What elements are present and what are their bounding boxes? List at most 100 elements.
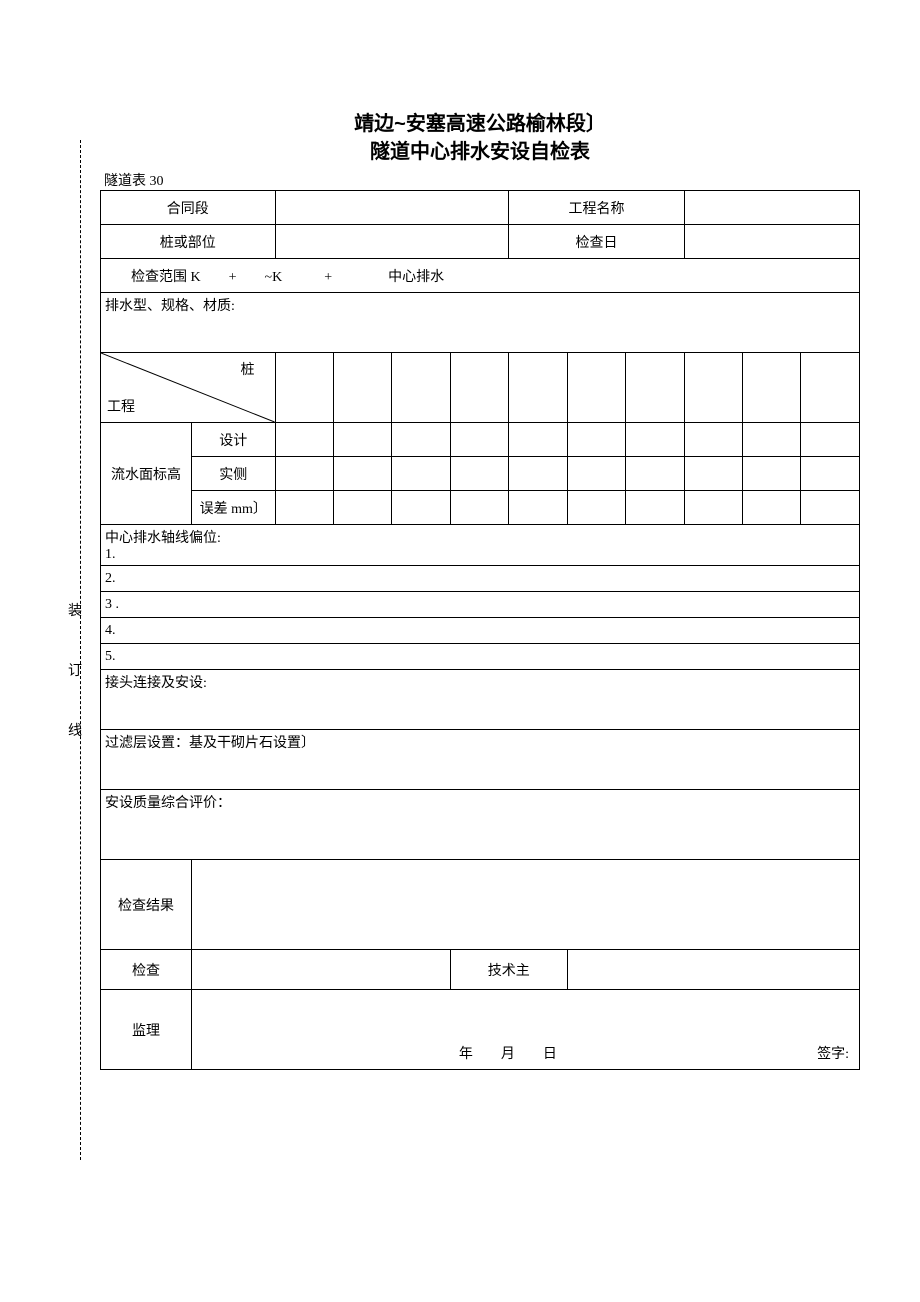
col-1[interactable]	[275, 353, 333, 423]
design-1[interactable]	[275, 423, 333, 457]
error-9[interactable]	[743, 491, 801, 525]
range-label: 检查范围 K + ~K + 中心排水	[101, 259, 860, 293]
axis-row-5: 5.	[101, 644, 860, 670]
axis-row-4: 4.	[101, 618, 860, 644]
date-label: 年 月 日	[459, 1043, 557, 1063]
supervisor-row: 监理 签字: 年 月 日	[101, 990, 860, 1070]
tech-label: 技术主	[450, 950, 567, 990]
diag-top-label: 桩	[241, 359, 255, 379]
page-content: 靖边~安塞高速公路榆林段〕 隧道中心排水安设自检表 隧道表 30 合同段 工程名…	[100, 110, 860, 1070]
range-row: 检查范围 K + ~K + 中心排水	[101, 259, 860, 293]
project-value[interactable]	[684, 191, 859, 225]
design-5[interactable]	[509, 423, 567, 457]
measured-1[interactable]	[275, 457, 333, 491]
error-7[interactable]	[626, 491, 684, 525]
diagonal-header: 桩 工程	[101, 353, 276, 423]
measured-4[interactable]	[450, 457, 508, 491]
num-3[interactable]: 3 .	[101, 592, 860, 618]
error-6[interactable]	[567, 491, 625, 525]
design-7[interactable]	[626, 423, 684, 457]
design-8[interactable]	[684, 423, 742, 457]
col-6[interactable]	[567, 353, 625, 423]
quality-label[interactable]: 安设质量综合评价：	[101, 790, 860, 860]
measured-6[interactable]	[567, 457, 625, 491]
design-6[interactable]	[567, 423, 625, 457]
filter-label[interactable]: 过滤层设置：基及干砌片石设置〕	[101, 730, 860, 790]
design-4[interactable]	[450, 423, 508, 457]
supervisor-label: 监理	[101, 990, 192, 1070]
contract-label: 合同段	[101, 191, 276, 225]
pile-label: 桩或部位	[101, 225, 276, 259]
drain-spec-row: 排水型、规格、材质:	[101, 293, 860, 353]
quality-row: 安设质量综合评价：	[101, 790, 860, 860]
col-5[interactable]	[509, 353, 567, 423]
axis-row-3: 3 .	[101, 592, 860, 618]
project-label: 工程名称	[509, 191, 684, 225]
measured-5[interactable]	[509, 457, 567, 491]
result-label: 检查结果	[101, 860, 192, 950]
title-line-1: 靖边~安塞高速公路榆林段〕	[100, 110, 860, 138]
joint-row: 接头连接及安设:	[101, 670, 860, 730]
error-3[interactable]	[392, 491, 450, 525]
check-date-label: 检查日	[509, 225, 684, 259]
error-4[interactable]	[450, 491, 508, 525]
measured-7[interactable]	[626, 457, 684, 491]
binding-char-2: 订	[68, 660, 82, 680]
diag-bottom-label: 工程	[107, 396, 135, 416]
error-row: 误差 mm〕	[101, 491, 860, 525]
design-row: 流水面标高 设计	[101, 423, 860, 457]
table-code: 隧道表 30	[104, 170, 860, 190]
check-date-value[interactable]	[684, 225, 859, 259]
measured-9[interactable]	[743, 457, 801, 491]
col-10[interactable]	[801, 353, 860, 423]
drain-spec-label: 排水型、规格、材质:	[101, 293, 860, 353]
measured-label: 实侧	[192, 457, 275, 491]
design-2[interactable]	[333, 423, 391, 457]
error-label: 误差 mm〕	[192, 491, 275, 525]
error-10[interactable]	[801, 491, 860, 525]
col-7[interactable]	[626, 353, 684, 423]
inspector-row: 检查 技术主	[101, 950, 860, 990]
supervisor-cell[interactable]: 签字: 年 月 日	[192, 990, 860, 1070]
result-row: 检查结果	[101, 860, 860, 950]
col-3[interactable]	[392, 353, 450, 423]
axis-deviation-cell[interactable]: 中心排水轴线偏位: 1.	[101, 525, 860, 566]
pile-value[interactable]	[275, 225, 509, 259]
measured-10[interactable]	[801, 457, 860, 491]
inspector-label: 检查	[101, 950, 192, 990]
form-table: 合同段 工程名称 桩或部位 检查日 检查范围 K + ~K + 中心排水 排水型…	[100, 190, 860, 1070]
contract-value[interactable]	[275, 191, 509, 225]
axis-row-2: 2.	[101, 566, 860, 592]
design-9[interactable]	[743, 423, 801, 457]
error-2[interactable]	[333, 491, 391, 525]
col-9[interactable]	[743, 353, 801, 423]
num-4[interactable]: 4.	[101, 618, 860, 644]
tech-value[interactable]	[567, 950, 859, 990]
header-row-2: 桩或部位 检查日	[101, 225, 860, 259]
col-2[interactable]	[333, 353, 391, 423]
inspector-value[interactable]	[192, 950, 451, 990]
measured-3[interactable]	[392, 457, 450, 491]
title-line-2: 隧道中心排水安设自检表	[100, 138, 860, 166]
error-5[interactable]	[509, 491, 567, 525]
measured-2[interactable]	[333, 457, 391, 491]
result-value[interactable]	[192, 860, 860, 950]
filter-row: 过滤层设置：基及干砌片石设置〕	[101, 730, 860, 790]
num-2[interactable]: 2.	[101, 566, 860, 592]
joint-label[interactable]: 接头连接及安设:	[101, 670, 860, 730]
measured-8[interactable]	[684, 457, 742, 491]
axis-deviation-label: 中心排水轴线偏位:	[105, 531, 221, 546]
num-5[interactable]: 5.	[101, 644, 860, 670]
flow-label: 流水面标高	[101, 423, 192, 525]
design-10[interactable]	[801, 423, 860, 457]
design-3[interactable]	[392, 423, 450, 457]
signature-label: 签字:	[817, 1043, 849, 1063]
binding-char-3: 线	[68, 720, 82, 740]
error-1[interactable]	[275, 491, 333, 525]
measured-row: 实侧	[101, 457, 860, 491]
error-8[interactable]	[684, 491, 742, 525]
col-4[interactable]	[450, 353, 508, 423]
binding-line	[80, 140, 81, 1160]
col-8[interactable]	[684, 353, 742, 423]
binding-char-1: 装	[68, 600, 82, 620]
